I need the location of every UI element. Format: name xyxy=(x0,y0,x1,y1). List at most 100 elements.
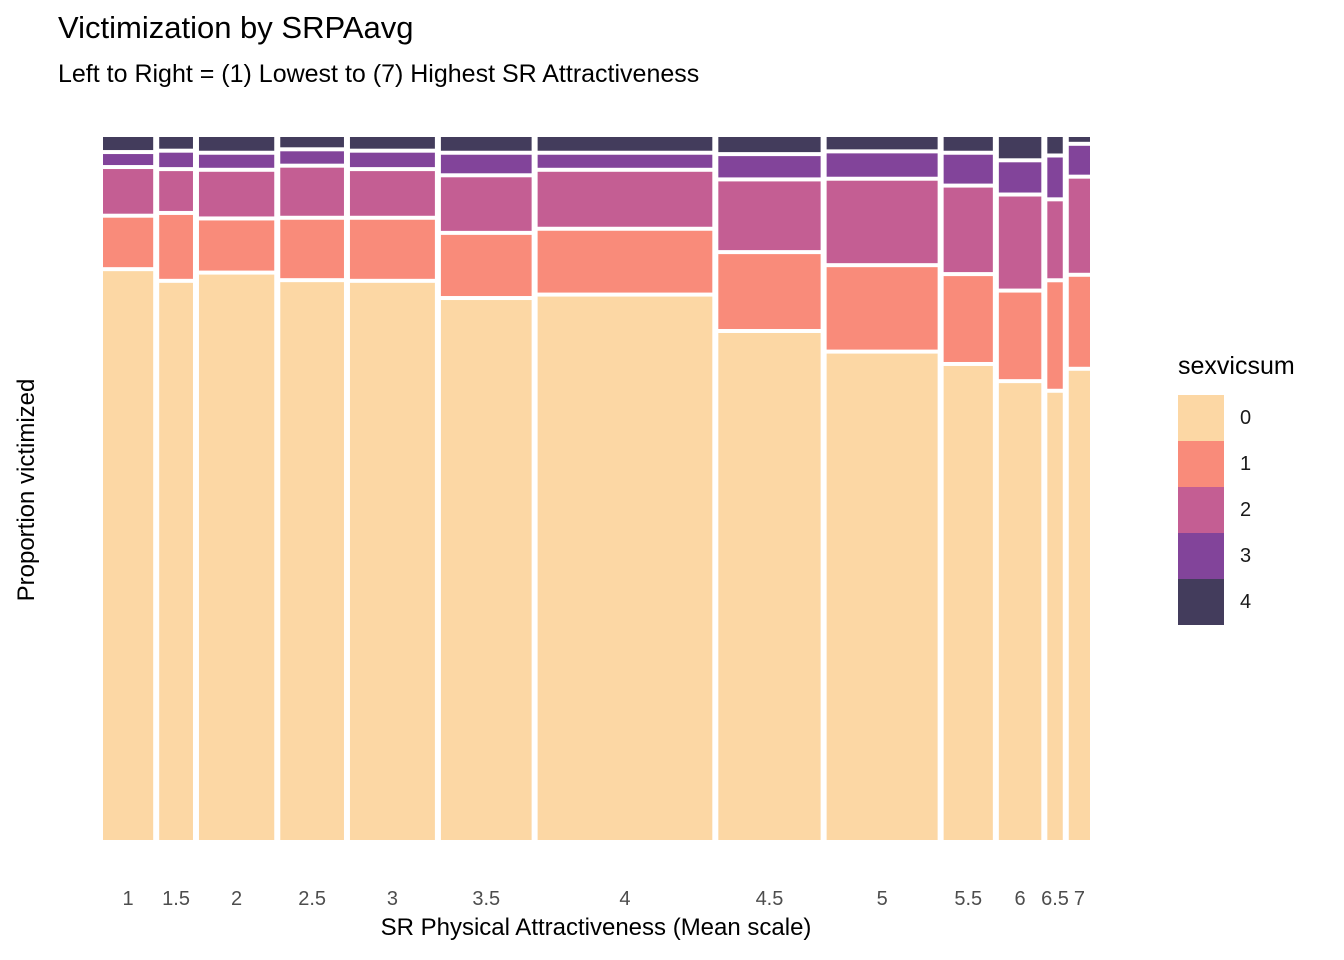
mosaic-tile-4-level-2 xyxy=(537,171,713,227)
legend-label: 0 xyxy=(1240,406,1252,429)
legend-label: 4 xyxy=(1240,590,1252,613)
mosaic-tile-3.5-level-2 xyxy=(440,177,532,231)
mosaic-tile-5.5-level-0 xyxy=(943,365,993,840)
legend-swatch xyxy=(1178,533,1224,579)
mosaic-tile-6-level-0 xyxy=(998,383,1042,840)
legend-item: 4 xyxy=(1178,579,1295,625)
mosaic-tile-5.5-level-1 xyxy=(943,276,993,362)
mosaic-tile-3-level-3 xyxy=(349,152,435,168)
legend-label: 1 xyxy=(1240,452,1252,475)
mosaic-tile-3-level-2 xyxy=(349,171,435,216)
mosaic-tile-7-level-1 xyxy=(1068,276,1090,367)
x-tick-label: 6 xyxy=(1015,888,1026,910)
mosaic-tile-3-level-0 xyxy=(349,282,435,841)
mosaic-tile-1.5-level-2 xyxy=(159,171,193,211)
mosaic-tile-2-level-2 xyxy=(198,171,275,217)
mosaic-tile-5-level-2 xyxy=(826,180,938,264)
legend-label: 2 xyxy=(1240,498,1252,521)
mosaic-tile-2.5-level-1 xyxy=(280,219,344,279)
mosaic-tile-5.5-level-3 xyxy=(943,154,993,184)
mosaic-tile-6-level-3 xyxy=(998,162,1042,193)
mosaic-tile-6.5-level-0 xyxy=(1047,392,1063,840)
legend-item: 3 xyxy=(1178,533,1295,579)
mosaic-tile-2-level-1 xyxy=(198,220,275,271)
mosaic-tile-2.5-level-3 xyxy=(280,151,344,164)
mosaic-tile-5.5-level-2 xyxy=(943,187,993,273)
x-tick-label: 5.5 xyxy=(954,888,982,910)
legend-swatch xyxy=(1178,487,1224,533)
legend-swatch xyxy=(1178,441,1224,487)
mosaic-tile-4.5-level-1 xyxy=(718,254,821,329)
mosaic-tile-6-level-2 xyxy=(998,196,1042,289)
mosaic-tile-3.5-level-1 xyxy=(440,234,532,297)
y-axis-label: Proportion victimized xyxy=(13,378,40,602)
chart-title: Victimization by SRPAavg xyxy=(58,10,414,45)
mosaic-tile-6-level-4 xyxy=(998,137,1042,159)
x-tick-label: 2.5 xyxy=(298,888,326,910)
x-tick-label: 5 xyxy=(877,888,888,910)
mosaic-tile-5-level-0 xyxy=(826,353,938,840)
mosaic-tile-1.5-level-0 xyxy=(159,282,193,841)
mosaic-tile-4-level-1 xyxy=(537,230,713,293)
mosaic-tile-1-level-1 xyxy=(103,217,154,268)
x-tick-label: 7 xyxy=(1074,888,1085,910)
mosaic-tile-1.5-level-1 xyxy=(159,214,193,279)
legend-item: 0 xyxy=(1178,395,1295,441)
mosaic-tile-1-level-4 xyxy=(103,137,154,151)
x-tick-label: 1 xyxy=(123,888,134,910)
mosaic-tile-7-level-4 xyxy=(1068,137,1090,142)
mosaic-tile-1-level-2 xyxy=(103,169,154,214)
mosaic-tile-7-level-0 xyxy=(1068,370,1090,840)
mosaic-tile-4.5-level-3 xyxy=(718,156,821,178)
mosaic-tile-2.5-level-0 xyxy=(280,282,344,840)
mosaic-tile-6.5-level-1 xyxy=(1047,282,1063,389)
mosaic-tile-1-level-0 xyxy=(103,271,154,840)
mosaic-tile-4-level-0 xyxy=(537,296,713,841)
legend: sexvicsum 0 1 2 3 4 xyxy=(1178,352,1295,625)
legend-swatch xyxy=(1178,579,1224,625)
x-tick-label: 6.5 xyxy=(1041,888,1069,910)
mosaic-tile-4.5-level-2 xyxy=(718,181,821,251)
mosaic-tile-2-level-4 xyxy=(198,137,275,151)
legend-swatch xyxy=(1178,395,1224,441)
x-axis-label: SR Physical Attractiveness (Mean scale) xyxy=(380,914,812,941)
chart-subtitle: Left to Right = (1) Lowest to (7) Highes… xyxy=(58,60,700,88)
x-tick-label: 2 xyxy=(231,888,242,910)
legend-label: 3 xyxy=(1240,544,1252,567)
mosaic-tile-5-level-4 xyxy=(826,137,938,150)
mosaic-tile-6.5-level-2 xyxy=(1047,201,1063,279)
x-tick-label: 1.5 xyxy=(162,888,190,910)
x-tick-label: 3 xyxy=(387,888,398,910)
mosaic-tile-5-level-1 xyxy=(826,267,938,350)
mosaic-tile-6.5-level-3 xyxy=(1047,157,1063,198)
mosaic-tile-4.5-level-0 xyxy=(718,332,821,840)
mosaic-tile-1.5-level-4 xyxy=(159,137,193,149)
mosaic-tile-2-level-0 xyxy=(198,274,275,841)
legend-items: 0 1 2 3 4 xyxy=(1178,395,1295,625)
mosaic-tile-2.5-level-2 xyxy=(280,167,344,216)
mosaic-tile-5-level-3 xyxy=(826,153,938,177)
mosaic-tile-1-level-3 xyxy=(103,154,154,166)
mosaic-tile-3.5-level-3 xyxy=(440,154,532,174)
x-tick-label: 3.5 xyxy=(472,888,500,910)
mosaic-tile-6-level-1 xyxy=(998,292,1042,380)
mosaic-tile-3-level-4 xyxy=(349,137,435,149)
mosaic-tile-5.5-level-4 xyxy=(943,137,993,151)
mosaic-tile-3.5-level-0 xyxy=(440,300,532,840)
x-tick-label: 4 xyxy=(619,888,630,910)
mosaic-tile-3.5-level-4 xyxy=(440,137,532,151)
mosaic-tile-7-level-2 xyxy=(1068,178,1090,273)
mosaic-tiles xyxy=(103,137,1090,841)
mosaic-tile-6.5-level-4 xyxy=(1047,137,1063,154)
x-tick-label: 4.5 xyxy=(756,888,784,910)
legend-title: sexvicsum xyxy=(1178,352,1295,380)
legend-item: 2 xyxy=(1178,487,1295,533)
mosaic-tile-7-level-3 xyxy=(1068,145,1090,175)
mosaic-tile-4-level-3 xyxy=(537,154,713,168)
mosaic-tile-2.5-level-4 xyxy=(280,137,344,148)
mosaic-tile-3-level-1 xyxy=(349,219,435,279)
mosaic-tile-2-level-3 xyxy=(198,154,275,168)
mosaic-tile-4.5-level-4 xyxy=(718,137,821,153)
legend-item: 1 xyxy=(1178,441,1295,487)
